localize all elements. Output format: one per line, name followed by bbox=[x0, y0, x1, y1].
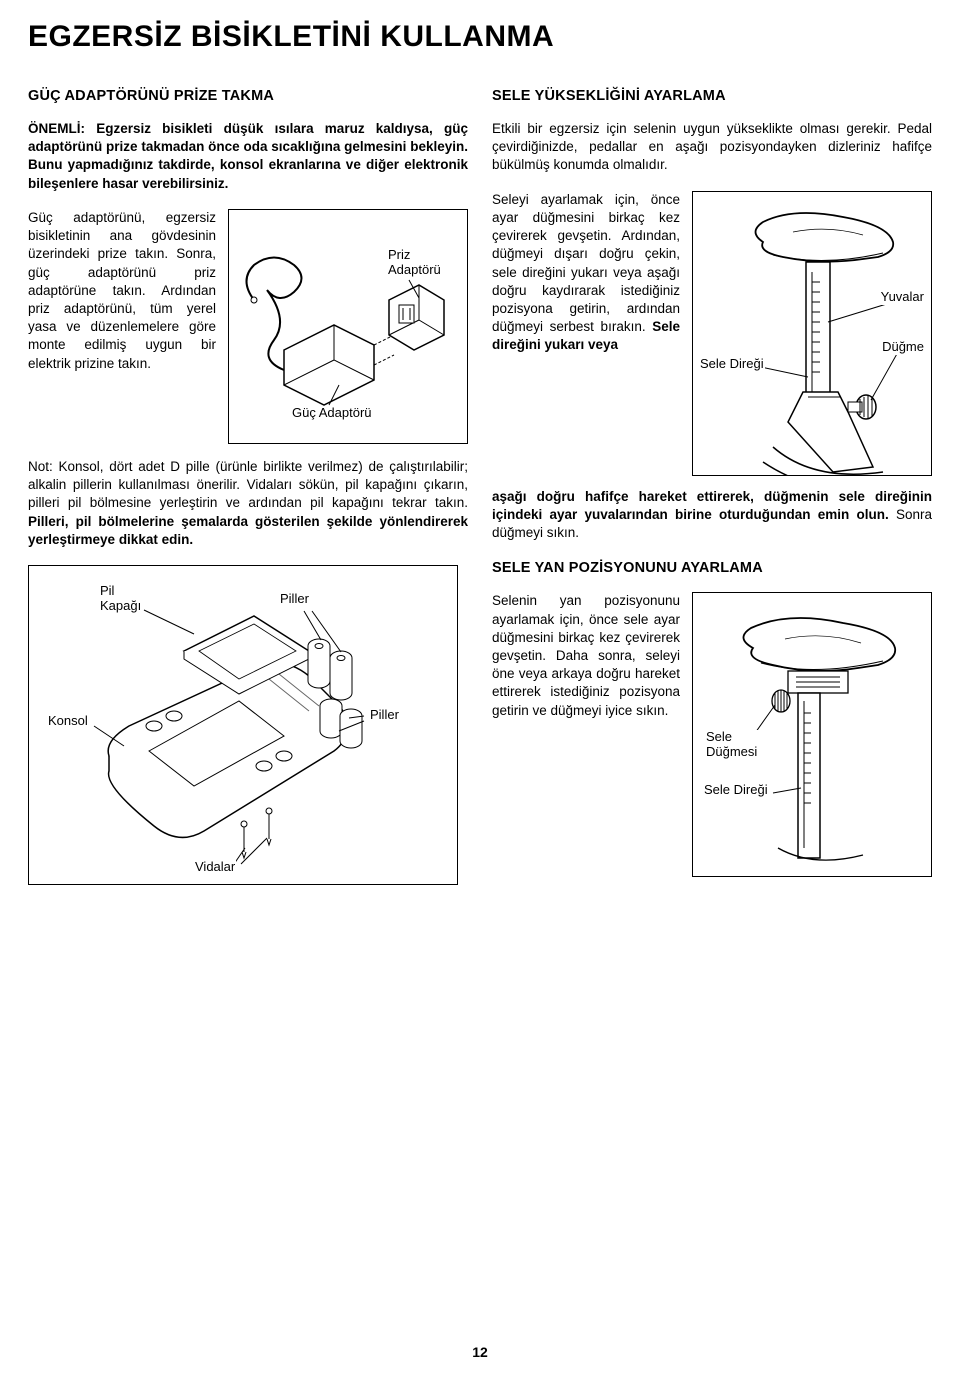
note-plain: Not: Konsol, dört adet D pille (ürünle b… bbox=[28, 459, 468, 510]
label-vidalar: Vidalar bbox=[194, 860, 236, 875]
left-heading: GÜÇ ADAPTÖRÜNÜ PRİZE TAKMA bbox=[28, 88, 468, 104]
adapter-text: Güç adap­törünü, egzersiz bisikletinin a… bbox=[28, 209, 216, 444]
label-sele-diregi-2: Sele Direği bbox=[703, 783, 769, 798]
right-heading-1: SELE YÜKSEKLİĞİNİ AYARLAMA bbox=[492, 88, 932, 104]
note-bold: Pilleri, pil bölmelerine şemalarda göste… bbox=[28, 514, 468, 547]
label-sele-dugmesi: Sele Düğmesi bbox=[705, 730, 758, 760]
console-diagram: Pil Kapağı Konsol Piller Piller Vidalar bbox=[28, 565, 458, 885]
seat-lateral-row: Selenin yan pozisyonunu ayarlamak için, … bbox=[492, 592, 932, 877]
label-sele-diregi-1: Sele Direği bbox=[699, 357, 765, 372]
label-piller-2: Piller bbox=[369, 708, 400, 723]
two-column-layout: GÜÇ ADAPTÖRÜNÜ PRİZE TAKMA ÖNEMLİ: Egzer… bbox=[28, 88, 932, 891]
page-title: EGZERSİZ BİSİKLETİNİ KULLANMA bbox=[28, 20, 932, 54]
seat-lateral-diagram: Sele Düğmesi Sele Direği bbox=[692, 592, 932, 877]
right-column: SELE YÜKSEKLİĞİNİ AYARLAMA Etkili bir eg… bbox=[492, 88, 932, 891]
seat1-svg bbox=[693, 192, 932, 476]
label-guc-adaptoru: Güç Adaptörü bbox=[291, 406, 373, 421]
console-svg bbox=[29, 566, 458, 885]
seat-height-row: Seleyi ayarla­mak için, önce ayar düğmes… bbox=[492, 191, 932, 476]
adapter-row: Güç adap­törünü, egzersiz bisikletinin a… bbox=[28, 209, 468, 444]
left-column: GÜÇ ADAPTÖRÜNÜ PRİZE TAKMA ÖNEMLİ: Egzer… bbox=[28, 88, 468, 891]
right-heading-2: SELE YAN POZİSYONUNU AYARLAMA bbox=[492, 560, 932, 576]
seat-height-text: Seleyi ayarla­mak için, önce ayar düğmes… bbox=[492, 191, 680, 476]
seat1-continuation: aşağı doğru hafifçe hareket ettirerek, d… bbox=[492, 488, 932, 543]
label-pil-kapagi: Pil Kapağı bbox=[99, 584, 142, 614]
seat-height-diagram: Yuvalar Düğme Sele Direği bbox=[692, 191, 932, 476]
label-piller-1: Piller bbox=[279, 592, 310, 607]
seat1-text-a: Seleyi ayarla­mak için, önce ayar düğmes… bbox=[492, 192, 680, 335]
page-number: 12 bbox=[0, 1344, 960, 1360]
label-priz-adaptoru: Priz Adaptörü bbox=[387, 248, 442, 278]
seat-lateral-text: Selenin yan pozisyonunu ayarlamak için, … bbox=[492, 592, 680, 877]
console-note: Not: Konsol, dört adet D pille (ürünle b… bbox=[28, 458, 468, 549]
adapter-diagram: Priz Adaptörü Güç Adaptörü bbox=[228, 209, 468, 444]
right-intro: Etkili bir egzersiz için selenin uygun y… bbox=[492, 120, 932, 175]
label-yuvalar: Yuvalar bbox=[880, 290, 925, 305]
seat1-bold-b: aşağı doğru hafifçe hareket ettirerek, d… bbox=[492, 489, 932, 522]
label-dugme: Düğme bbox=[881, 340, 925, 355]
intro-warning: ÖNEMLİ: Egzersiz bisikleti düşük ısılara… bbox=[28, 120, 468, 193]
label-konsol: Konsol bbox=[47, 714, 89, 729]
